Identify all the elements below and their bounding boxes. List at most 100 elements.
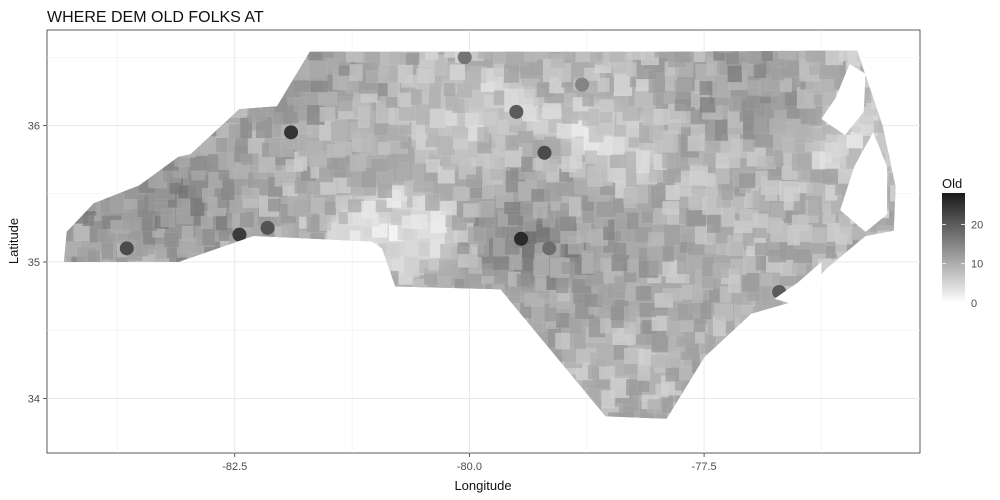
tract-cell xyxy=(440,200,457,216)
hotspot-tract xyxy=(509,104,524,119)
y-axis-ticks: 34 35 36 xyxy=(28,121,47,405)
hotspot-tract xyxy=(537,145,552,160)
legend-title: Old xyxy=(942,176,962,191)
tract-cell xyxy=(662,259,678,277)
tract-cell xyxy=(766,216,783,234)
tract-cell xyxy=(319,106,336,122)
tract-cell xyxy=(714,119,729,142)
tract-cell xyxy=(673,50,691,64)
tract-cell xyxy=(612,242,627,263)
tract-cell xyxy=(576,220,592,243)
tract-cell xyxy=(361,167,377,188)
tract-cell xyxy=(239,211,255,228)
legend-tick-label: 0 xyxy=(971,298,977,310)
tract-cell xyxy=(361,200,378,219)
tract-cell xyxy=(779,180,800,202)
tract-cell xyxy=(791,262,807,276)
tract-cell xyxy=(508,286,522,304)
tract-cell xyxy=(701,256,715,277)
tract-cell xyxy=(627,259,641,273)
tract-cell xyxy=(595,340,613,359)
tract-cell xyxy=(761,50,774,62)
sound-water-layer xyxy=(774,64,888,306)
tract-cell xyxy=(352,10,369,28)
tract-cell xyxy=(702,172,716,187)
x-tick-label: -80.0 xyxy=(457,461,482,473)
sound-water xyxy=(821,64,866,136)
tract-cell xyxy=(336,96,353,112)
tract-cell xyxy=(674,79,692,92)
tract-cell xyxy=(639,302,657,318)
tract-cell xyxy=(627,50,645,60)
tract-cell xyxy=(662,201,680,215)
x-tick-label: -82.5 xyxy=(222,461,247,473)
tract-cell xyxy=(635,184,649,204)
tract-cell xyxy=(599,365,616,380)
tract-cell xyxy=(650,354,671,369)
tract-cell xyxy=(555,332,571,350)
tract-cell xyxy=(327,12,343,28)
tract-cell xyxy=(410,89,423,106)
tract-cell xyxy=(87,249,101,264)
tract-cell xyxy=(385,242,401,260)
tract-cell xyxy=(662,288,682,302)
tract-cell xyxy=(121,209,141,231)
tract-cell xyxy=(517,130,534,144)
tract-cell xyxy=(648,232,665,247)
tract-cell xyxy=(718,50,735,53)
tract-cell xyxy=(654,50,671,58)
tract-cell xyxy=(424,194,440,211)
tract-cell xyxy=(477,50,491,60)
tract-cell xyxy=(825,245,838,259)
tract-cell xyxy=(705,50,718,59)
tract-cell xyxy=(534,275,548,291)
tract-cell xyxy=(444,50,458,58)
tract-cell xyxy=(575,179,588,193)
tract-cell xyxy=(783,13,802,32)
tract-cell xyxy=(752,213,769,228)
tract-cell xyxy=(220,177,235,201)
tract-cell xyxy=(411,214,428,230)
tract-cell xyxy=(598,305,613,319)
tract-cell xyxy=(471,14,491,31)
tract-cell xyxy=(700,299,712,320)
tract-cell xyxy=(429,109,446,129)
y-tick-label: 35 xyxy=(28,257,40,269)
hotspot-tract xyxy=(514,231,529,246)
tract-cell xyxy=(635,149,650,174)
tract-cell xyxy=(555,277,569,294)
tract-cell xyxy=(349,154,367,172)
tract-cell xyxy=(357,105,371,129)
tract-cell xyxy=(728,96,742,112)
tract-cell xyxy=(859,8,872,29)
hotspot-tract xyxy=(457,50,472,65)
tract-cell xyxy=(536,50,549,60)
tract-cell xyxy=(319,212,332,232)
tract-cell xyxy=(324,201,337,216)
tract-cell xyxy=(888,11,903,30)
tract-cell xyxy=(477,126,490,143)
tract-cell xyxy=(520,202,535,216)
tract-cell xyxy=(624,305,637,323)
tract-cell xyxy=(612,196,625,214)
tract-cell xyxy=(738,172,756,189)
tract-cell xyxy=(467,225,487,245)
tract-cell xyxy=(318,92,338,106)
tract-cell xyxy=(714,303,734,322)
tract-cell xyxy=(662,152,676,169)
tract-cell xyxy=(624,16,638,31)
tract-cell xyxy=(914,13,931,32)
legend: Old 0 10 20 xyxy=(942,176,983,310)
hotspot-tract xyxy=(119,241,134,256)
tract-cell xyxy=(425,50,439,60)
y-tick-label: 34 xyxy=(28,393,40,405)
tract-cell xyxy=(443,82,456,97)
tract-cell xyxy=(771,203,786,219)
tract-cell xyxy=(635,285,652,301)
tract-cell xyxy=(503,63,520,84)
tract-cell xyxy=(581,108,600,127)
tract-cell xyxy=(754,242,768,256)
hotspot-tract xyxy=(542,241,557,256)
tract-cell xyxy=(292,199,312,218)
tract-cell xyxy=(571,138,586,156)
